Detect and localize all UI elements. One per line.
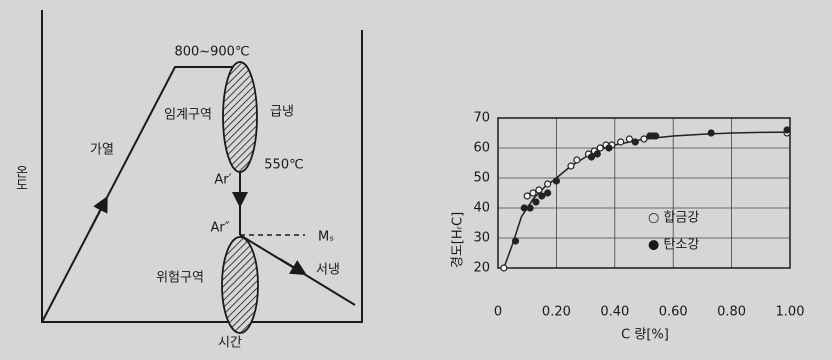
point: [593, 150, 601, 158]
y-tick-label: 40: [473, 201, 490, 216]
x-tick-label: 1.00: [776, 305, 805, 320]
label: 800~900℃: [174, 45, 249, 60]
heating-line: [41, 66, 240, 323]
label: Ar″: [210, 221, 229, 236]
point: [625, 135, 634, 143]
y-axis-label: 온도: [13, 165, 28, 191]
point: [544, 180, 552, 188]
point: [605, 144, 613, 152]
arrow: [89, 195, 108, 231]
label: 서냉: [316, 263, 340, 278]
point: [596, 144, 604, 152]
label: 550℃: [264, 158, 303, 173]
legend-entry: ○ 합금강: [648, 211, 699, 226]
critical-zone-area: [222, 61, 258, 173]
point: [587, 153, 596, 161]
x-axis-label: C 량[%]: [621, 328, 669, 343]
legend-entry: ● 탄소강: [648, 238, 699, 253]
point: [511, 237, 520, 245]
diagram-frame: [41, 10, 363, 323]
x-axis-label: 시간: [218, 336, 242, 351]
x-tick-label: 0.60: [659, 305, 688, 320]
plot-frame: [497, 117, 791, 269]
label: 급냉: [270, 105, 294, 120]
chart: C 량[%] 경도[HᵣC] 20 30 40 50 60 70 0 0.20 0.40 0.60…: [451, 111, 805, 343]
point: [707, 129, 715, 137]
point: [544, 189, 552, 197]
y-tick-label: 60: [473, 141, 490, 156]
point: [617, 138, 625, 146]
y-tick-label: 70: [473, 111, 490, 126]
point: [535, 186, 543, 194]
y-tick-label: 20: [473, 261, 490, 276]
x-tick-label: 0: [494, 305, 502, 320]
point: [573, 156, 581, 164]
label: Mₛ: [318, 230, 334, 245]
diagram: 온도 시간 가열 800~900℃ 임계구역 급냉 550℃ Ar′ Ar″ M…: [13, 10, 363, 351]
y-tick-label: 30: [473, 231, 490, 246]
point: [529, 189, 537, 197]
point: [652, 132, 660, 140]
point: [500, 264, 508, 272]
x-tick-label: 0.20: [542, 305, 571, 320]
point: [646, 132, 654, 140]
point: [520, 204, 528, 212]
point: [783, 126, 791, 134]
arrow: [279, 258, 307, 276]
x-tick-label: 0.80: [717, 305, 746, 320]
label: 가열: [90, 143, 114, 158]
danger-zone-area: [221, 236, 259, 334]
point: [526, 204, 534, 212]
label: Ar′: [214, 173, 231, 188]
point: [523, 192, 531, 200]
point: [552, 177, 561, 185]
point: [640, 135, 648, 143]
point: [532, 198, 540, 206]
y-tick-label: 50: [473, 171, 490, 186]
x-tick-label: 0.40: [600, 305, 629, 320]
y-axis-label: 경도[HᵣC]: [451, 212, 466, 268]
point: [567, 162, 575, 170]
label: 임계구역: [164, 108, 212, 123]
label: 위험구역: [156, 271, 204, 286]
point: [631, 138, 639, 146]
point: [538, 192, 546, 200]
